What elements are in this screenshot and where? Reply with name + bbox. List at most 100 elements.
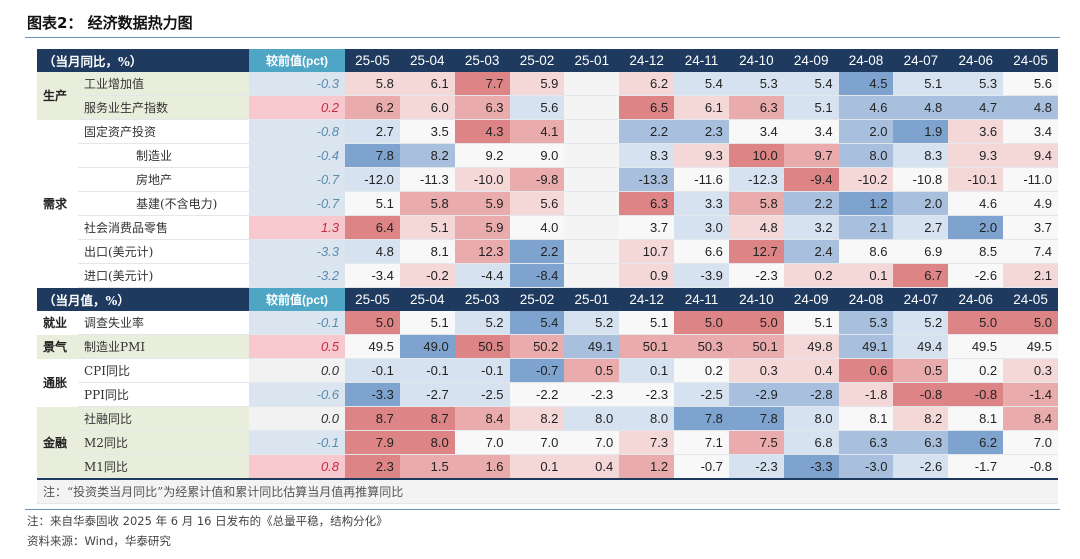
- heat-cell: 50.5: [454, 334, 510, 359]
- heat-cell: 2.4: [783, 239, 839, 264]
- heat-cell: -11.3: [399, 167, 455, 192]
- heat-cell: [564, 191, 620, 216]
- heat-cell: 49.5: [345, 334, 400, 359]
- heat-cell: 8.7: [345, 406, 400, 431]
- heat-cell: 6.9: [893, 239, 949, 264]
- indicator-name: CPI同比: [78, 358, 250, 383]
- heat-cell: 2.1: [1003, 263, 1058, 288]
- heat-cell: 12.3: [454, 239, 510, 264]
- heat-cell: -0.1: [399, 358, 455, 383]
- group-label: 通胀: [37, 358, 78, 407]
- prev-change-value: 0.0: [249, 406, 346, 431]
- month-header: 24-10: [728, 49, 784, 72]
- heat-cell: -12.0: [345, 167, 400, 192]
- prev-change-value: 0.8: [249, 454, 346, 480]
- heat-cell: 5.9: [454, 215, 510, 240]
- table-row: 需求 固定资产投资 -0.8 2.7 3.5 4.3 4.1 2.2 2.3 3.4 3.4 2.0 1…: [37, 119, 1058, 288]
- heatmap-table: （当月同比，%） 较前值(pct) 25-05 25-04 25-03 25-02 25-0…: [37, 49, 1058, 504]
- heat-cell: [564, 239, 620, 264]
- month-header: 25-02: [509, 49, 565, 72]
- heat-cell: 0.2: [674, 358, 729, 383]
- heat-cell: 8.2: [399, 143, 455, 168]
- month-header: 24-08: [838, 49, 894, 72]
- heat-cell: 6.0: [399, 95, 455, 120]
- month-header: 25-03: [454, 49, 510, 72]
- heat-cell: 8.5: [948, 239, 1004, 264]
- figure-title: 图表2： 经济数据热力图: [27, 14, 193, 32]
- heat-cell: [564, 215, 620, 240]
- heat-cell: -0.1: [454, 358, 510, 383]
- footer-divider: [25, 509, 1060, 510]
- heat-cell: -10.1: [948, 167, 1004, 192]
- table-note-row: 注：“投资类当月同比”为经累计值和累计同比估算当月值再推算同比: [37, 478, 1058, 504]
- heat-cell: 4.3: [454, 119, 510, 144]
- prev-change-value: -3.3: [249, 239, 346, 264]
- heat-cell: 3.6: [948, 119, 1004, 144]
- heat-cell: -13.3: [619, 167, 675, 192]
- indicator-name: 社融同比: [78, 406, 250, 431]
- heat-cell: 7.0: [509, 430, 565, 455]
- heat-cell: 8.1: [399, 239, 455, 264]
- heat-cell: 8.1: [838, 406, 894, 431]
- heat-cell: -2.3: [619, 382, 675, 407]
- group-label: 景气: [37, 334, 78, 359]
- indicator-name: PPI同比: [78, 382, 250, 407]
- month-header: 24-12: [619, 287, 675, 311]
- month-header: 25-02: [509, 287, 565, 311]
- heat-cell: 5.4: [509, 311, 565, 335]
- month-header: 24-09: [783, 49, 839, 72]
- month-header: 24-11: [674, 49, 729, 72]
- prev-change-value: -0.1: [249, 430, 346, 455]
- table-row: 出口(美元计) -3.3 4.8 8.1 12.3 2.2 10.7 6.6 12.7 2.4 8.…: [37, 239, 1058, 264]
- month-header: 24-12: [619, 49, 675, 72]
- heat-cell: 6.3: [838, 430, 894, 455]
- heat-cell: -0.7: [674, 454, 729, 480]
- heat-cell: -1.7: [948, 454, 1004, 480]
- month-header: 24-11: [674, 287, 729, 311]
- heat-cell: 5.1: [893, 72, 949, 96]
- heat-cell: 1.6: [454, 454, 510, 480]
- heat-cell: 6.3: [454, 95, 510, 120]
- heat-cell: 5.2: [564, 311, 620, 335]
- heat-cell: 4.8: [893, 95, 949, 120]
- heat-cell: -3.3: [345, 382, 400, 407]
- heat-cell: 9.7: [783, 143, 839, 168]
- heat-cell: -3.3: [783, 454, 839, 480]
- group-label: 生产: [37, 72, 78, 120]
- indicator-name: 进口(美元计): [78, 263, 250, 288]
- heat-cell: 0.1: [619, 358, 675, 383]
- prev-change-value: -0.3: [249, 72, 346, 96]
- heat-cell: 7.0: [564, 430, 620, 455]
- month-header: 25-05: [345, 287, 400, 311]
- month-header: 25-03: [454, 287, 510, 311]
- heat-cell: 2.2: [619, 119, 675, 144]
- heat-cell: 4.5: [838, 72, 894, 96]
- heat-cell: 0.4: [783, 358, 839, 383]
- heat-cell: 9.3: [674, 143, 729, 168]
- indicator-name: 服务业生产指数: [78, 95, 250, 120]
- heat-cell: 5.8: [728, 191, 784, 216]
- heat-cell: 8.3: [619, 143, 675, 168]
- heat-cell: 3.5: [399, 119, 455, 144]
- month-header: 25-01: [564, 287, 620, 311]
- heat-cell: -3.4: [345, 263, 400, 288]
- heat-cell: -2.6: [948, 263, 1004, 288]
- section-header-label: （当月同比，%）: [37, 49, 250, 72]
- heat-cell: 10.7: [619, 239, 675, 264]
- heat-cell: -11.6: [674, 167, 729, 192]
- heat-cell: 6.4: [345, 215, 400, 240]
- heat-cell: 5.9: [509, 72, 565, 96]
- footer-source: 资料来源：Wind，华泰研究: [27, 534, 171, 548]
- prev-change-value: 1.3: [249, 215, 346, 240]
- heat-cell: -0.7: [509, 358, 565, 383]
- heat-cell: 3.3: [674, 191, 729, 216]
- heat-cell: 6.3: [619, 191, 675, 216]
- heat-cell: -2.7: [399, 382, 455, 407]
- heat-cell: 7.0: [1003, 430, 1058, 455]
- heat-cell: 6.1: [674, 95, 729, 120]
- group-label: 需求: [37, 119, 78, 288]
- table-row: M2同比 -0.1 7.9 8.0 7.0 7.0 7.0 7.3 7.1 7.5 6.8 6.3 6.…: [37, 430, 1058, 455]
- heat-cell: 6.8: [783, 430, 839, 455]
- heat-cell: -0.8: [948, 382, 1004, 407]
- heat-cell: 5.1: [399, 215, 455, 240]
